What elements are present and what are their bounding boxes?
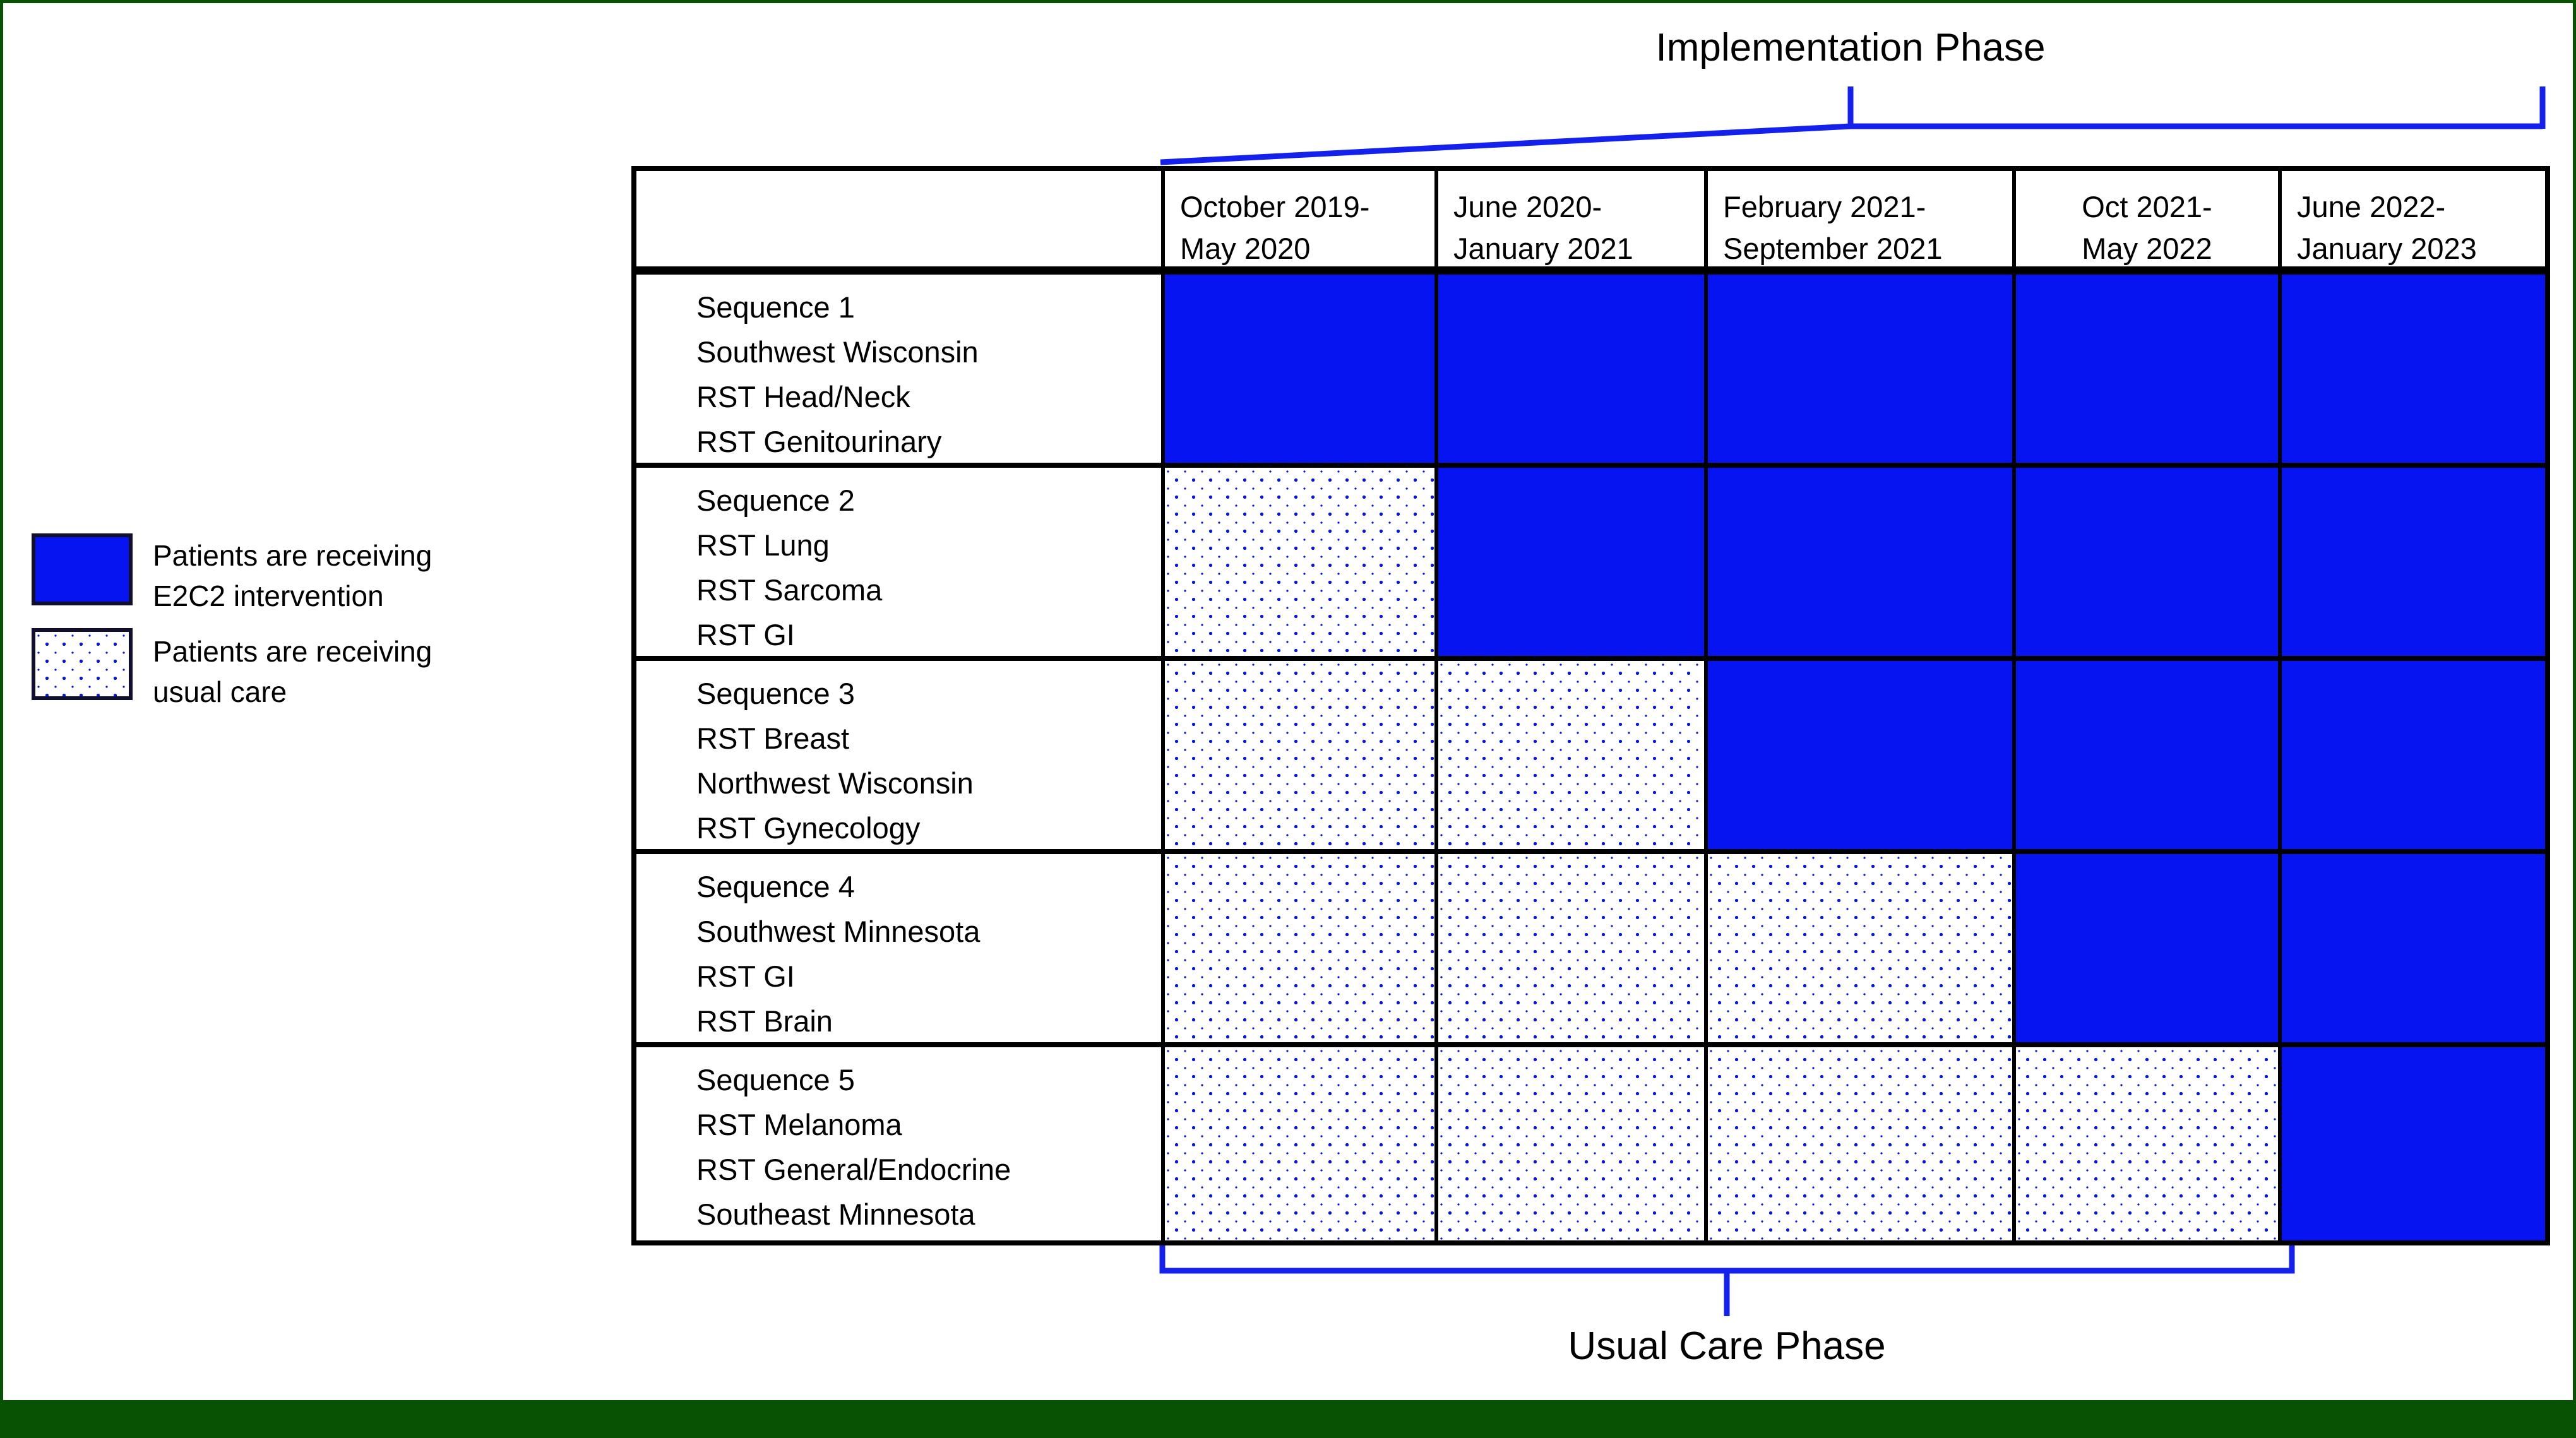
wedge-cell <box>1165 275 1438 468</box>
label-line: RST Breast <box>696 722 850 755</box>
sequence-5-label: Sequence 5 RST Melanoma RST General/Endo… <box>636 1047 1165 1240</box>
period-header-line: February 2021- <box>1723 190 1926 223</box>
label-line: RST General/Endocrine <box>696 1153 1011 1186</box>
label-line: Sequence 1 <box>696 290 855 324</box>
legend-line: Patients are receiving <box>153 539 432 572</box>
period-header-line: January 2021 <box>1453 232 1633 265</box>
intervention-legend-label: Patients are receiving E2C2 intervention <box>153 535 432 616</box>
label-line: RST GI <box>696 618 795 651</box>
period-header-line: September 2021 <box>1723 232 1943 265</box>
wedge-cell <box>1708 661 2016 854</box>
sequence-3-label: Sequence 3 RST Breast Northwest Wisconsi… <box>636 661 1165 854</box>
wedge-cell <box>2282 468 2545 661</box>
period-header-line: May 2022 <box>2082 232 2212 265</box>
period-header-line: January 2023 <box>2297 232 2477 265</box>
label-line: RST Brain <box>696 1004 833 1038</box>
wedge-cell <box>2282 275 2545 468</box>
usual-care-swatch <box>32 628 133 700</box>
wedge-cell <box>2282 661 2545 854</box>
wedge-cell <box>2282 854 2545 1047</box>
label-line: RST Genitourinary <box>696 425 942 458</box>
period-header-line: June 2020- <box>1453 190 1602 223</box>
bottom-green-bar <box>3 1400 2573 1438</box>
label-line: RST Melanoma <box>696 1108 902 1141</box>
label-line: RST Sarcoma <box>696 573 883 607</box>
label-line: RST Head/Neck <box>696 380 910 413</box>
period-header-4: Oct 2021- May 2022 <box>2016 171 2282 275</box>
period-header-5: June 2022- January 2023 <box>2282 171 2545 275</box>
wedge-cell <box>2016 275 2282 468</box>
wedge-cell <box>1165 468 1438 661</box>
period-header-line: June 2022- <box>2297 190 2446 223</box>
wedge-cell <box>1165 1047 1438 1240</box>
wedge-cell <box>2282 1047 2545 1240</box>
label-line: Sequence 5 <box>696 1063 855 1096</box>
label-line: RST Lung <box>696 528 830 562</box>
label-line: Northwest Wisconsin <box>696 766 974 800</box>
period-header-1: October 2019- May 2020 <box>1165 171 1438 275</box>
wedge-cell <box>1438 1047 1708 1240</box>
wedge-cell <box>1708 1047 2016 1240</box>
label-line: Sequence 2 <box>696 484 855 517</box>
label-line: RST GI <box>696 960 795 993</box>
wedge-cell <box>2016 468 2282 661</box>
implementation-bracket-line <box>1160 123 2543 165</box>
wedge-cell <box>1438 275 1708 468</box>
legend-line: E2C2 intervention <box>153 579 384 612</box>
stepped-wedge-table: October 2019- May 2020 June 2020- Januar… <box>631 166 2550 1245</box>
intervention-swatch <box>32 533 133 605</box>
legend-line: usual care <box>153 675 287 708</box>
period-header-line: May 2020 <box>1180 232 1311 265</box>
wedge-cell <box>1708 854 2016 1047</box>
usual-care-legend-label: Patients are receiving usual care <box>153 631 432 712</box>
implementation-phase-label: Implementation Phase <box>1655 26 2046 69</box>
sequence-2-label: Sequence 2 RST Lung RST Sarcoma RST GI <box>636 468 1165 661</box>
corner-header-cell <box>636 171 1165 275</box>
usual-care-phase-label: Usual Care Phase <box>1568 1324 1886 1368</box>
wedge-cell <box>1438 854 1708 1047</box>
label-line: Sequence 4 <box>696 870 855 903</box>
label-line: Southeast Minnesota <box>696 1197 975 1231</box>
label-line: Sequence 3 <box>696 677 855 710</box>
wedge-cell <box>1438 661 1708 854</box>
sequence-4-label: Sequence 4 Southwest Minnesota RST GI RS… <box>636 854 1165 1047</box>
wedge-cell <box>1165 854 1438 1047</box>
sequence-1-label: Sequence 1 Southwest Wisconsin RST Head/… <box>636 275 1165 468</box>
legend-line: Patients are receiving <box>153 635 432 668</box>
label-line: Southwest Minnesota <box>696 915 981 948</box>
label-line: Southwest Wisconsin <box>696 335 979 369</box>
wedge-cell <box>1708 275 2016 468</box>
period-header-3: February 2021- September 2021 <box>1708 171 2016 275</box>
wedge-cell <box>1165 661 1438 854</box>
wedge-cell <box>2016 1047 2282 1240</box>
period-header-line: Oct 2021- <box>2082 190 2212 223</box>
period-header-2: June 2020- January 2021 <box>1438 171 1708 275</box>
wedge-cell <box>2016 661 2282 854</box>
period-header-line: October 2019- <box>1180 190 1370 223</box>
wedge-cell <box>1438 468 1708 661</box>
wedge-cell <box>1708 468 2016 661</box>
wedge-cell <box>2016 854 2282 1047</box>
label-line: RST Gynecology <box>696 811 921 845</box>
phase-brackets <box>1159 86 2546 1316</box>
